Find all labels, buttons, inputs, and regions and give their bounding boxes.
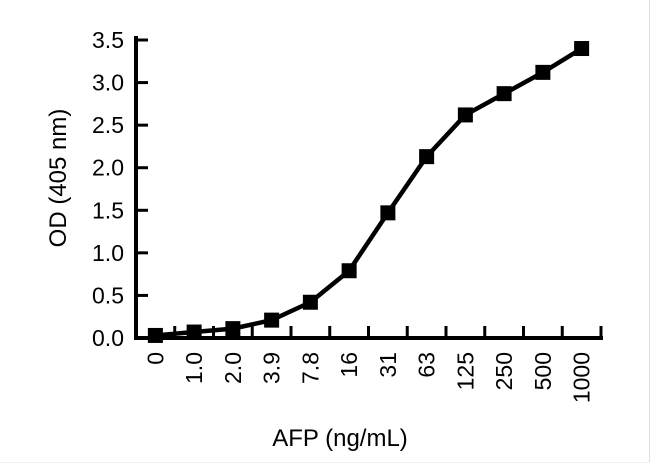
- x-tick-label: 1.0: [181, 352, 207, 384]
- x-axis-title: AFP (ng/mL): [272, 425, 408, 452]
- data-point-marker: [186, 324, 202, 340]
- x-tick-label: 16: [336, 352, 362, 378]
- data-point-marker: [302, 294, 318, 310]
- tick-label-layer: 0.0 0.5 1.0 1.5 2.0 2.5 3.0 3.5 0 1.0 2.0 3.9 7.8 16 3…: [92, 27, 595, 403]
- x-tick-label: 31: [375, 352, 401, 378]
- standard-curve-line: [153, 46, 584, 338]
- x-tick-label: 500: [530, 352, 556, 390]
- data-point-marker: [457, 107, 473, 123]
- y-tick-label: 2.5: [92, 112, 124, 138]
- y-tick-label: 2.0: [92, 155, 124, 181]
- y-tick-label: 3.5: [92, 27, 124, 53]
- data-point-marker: [147, 327, 163, 343]
- data-point-marker: [380, 205, 396, 221]
- data-point-marker: [535, 64, 551, 80]
- x-tick-label: 1000: [569, 352, 595, 403]
- x-tick-label: 3.9: [259, 352, 285, 384]
- x-tick-label: 0: [142, 352, 168, 365]
- data-point-marker: [419, 149, 435, 165]
- y-tick-label: 1.0: [92, 240, 124, 266]
- y-tick-label: 3.0: [92, 70, 124, 96]
- data-series-layer: [147, 41, 590, 343]
- x-tick-label: 7.8: [297, 352, 323, 384]
- x-tick-label: 250: [491, 352, 517, 390]
- y-tick-label: 0.5: [92, 282, 124, 308]
- x-tick-label: 2.0: [220, 352, 246, 384]
- data-point-marker: [574, 41, 590, 57]
- axes-layer: [134, 36, 603, 340]
- data-point-marker: [225, 321, 241, 337]
- y-tick-label: 1.5: [92, 197, 124, 223]
- data-point-marker: [341, 263, 357, 279]
- data-point-marker: [264, 312, 280, 328]
- y-tick-label: 0.0: [92, 325, 124, 351]
- y-axis-title: OD (405 nm): [45, 109, 72, 248]
- x-tick-label: 63: [414, 352, 440, 378]
- data-point-marker: [496, 86, 512, 102]
- x-tick-label: 125: [452, 352, 478, 390]
